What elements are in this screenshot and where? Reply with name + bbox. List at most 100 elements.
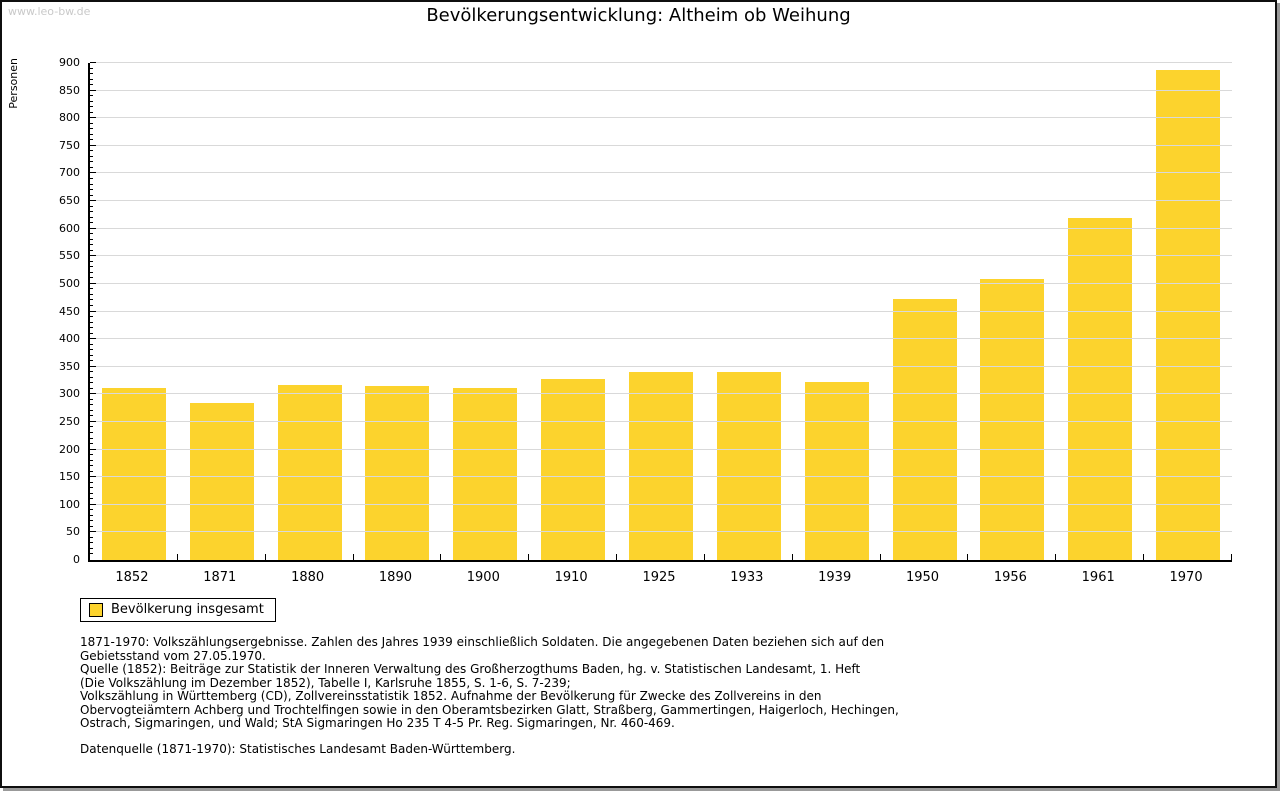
x-label-1871: 1871 (203, 570, 237, 585)
x-boundary-tick (967, 554, 968, 560)
y-minor-tick (90, 249, 93, 251)
y-minor-tick (90, 547, 93, 549)
watermark: www.leo-bw.de (8, 5, 91, 18)
gridline (90, 393, 1232, 395)
y-minor-tick (90, 233, 93, 235)
y-minor-tick (90, 205, 93, 207)
y-minor-tick (90, 371, 93, 373)
x-boundary-tick (353, 554, 354, 560)
y-minor-tick (90, 78, 93, 80)
gridline (90, 172, 1232, 174)
gridline (90, 117, 1232, 119)
x-boundary-tick (1231, 554, 1232, 560)
y-tick-label: 50 (66, 525, 80, 539)
y-tick-label: 300 (59, 387, 80, 401)
bar-cell (90, 63, 178, 560)
y-minor-tick (90, 244, 93, 246)
gridline (90, 255, 1232, 257)
gridline (90, 62, 1232, 63)
y-minor-tick (90, 536, 93, 538)
x-label-1852: 1852 (115, 570, 149, 585)
y-minor-tick (90, 177, 93, 179)
bar-1900[interactable] (453, 388, 518, 560)
x-boundary-tick (528, 554, 529, 560)
y-tick-label: 500 (59, 276, 80, 290)
x-axis-labels: 1852 1871 1880 1890 1900 1910 1925 1933 1939 1950… (88, 566, 1230, 585)
bar-cell (266, 63, 354, 560)
y-minor-tick (90, 189, 93, 191)
bar-1880[interactable] (277, 384, 342, 560)
y-minor-tick (90, 514, 93, 516)
y-minor-tick (90, 465, 93, 467)
x-boundary-tick (440, 554, 441, 560)
bar-1871[interactable] (189, 403, 254, 560)
y-minor-tick (90, 409, 93, 411)
y-minor-tick (90, 67, 93, 69)
y-tick-label: 150 (59, 470, 80, 484)
bar-1939[interactable] (804, 381, 869, 560)
y-minor-tick (90, 277, 93, 279)
bar-cell (968, 63, 1056, 560)
y-major-tick (90, 476, 96, 478)
x-boundary-tick (177, 554, 178, 560)
y-minor-tick (90, 194, 93, 196)
y-minor-tick (90, 183, 93, 185)
y-minor-tick (90, 454, 93, 456)
y-minor-tick (90, 349, 93, 351)
footer-sources: 1871-1970: Volkszählungsergebnisse. Zahl… (80, 635, 899, 730)
bar-1910[interactable] (541, 379, 606, 560)
y-minor-tick (90, 487, 93, 489)
x-label-1880: 1880 (291, 570, 325, 585)
bar-1961[interactable] (1068, 217, 1133, 560)
y-minor-tick (90, 128, 93, 130)
bar-cell (441, 63, 529, 560)
y-minor-tick (90, 211, 93, 213)
y-minor-tick (90, 437, 93, 439)
bar-1852[interactable] (101, 388, 166, 560)
y-minor-tick (90, 360, 93, 362)
y-minor-tick (90, 150, 93, 152)
y-minor-tick (90, 387, 93, 389)
bar-cell (881, 63, 969, 560)
gridline (90, 503, 1232, 505)
y-major-tick (90, 172, 96, 174)
x-boundary-tick (704, 554, 705, 560)
y-major-tick (90, 62, 96, 63)
y-tick-label: 850 (59, 83, 80, 97)
y-major-tick (90, 227, 96, 229)
x-label-1956: 1956 (993, 570, 1027, 585)
y-tick-label: 550 (59, 249, 80, 263)
y-major-tick (90, 89, 96, 91)
gridline (90, 144, 1232, 146)
bar-1933[interactable] (716, 371, 781, 560)
gridline (90, 227, 1232, 229)
y-minor-tick (90, 133, 93, 135)
gridline (90, 420, 1232, 422)
y-major-tick (90, 200, 96, 202)
y-tick-label: 100 (59, 497, 80, 511)
bar-1956[interactable] (980, 278, 1045, 560)
x-boundary-tick (1143, 554, 1144, 560)
bar-1925[interactable] (628, 371, 693, 560)
y-major-tick (90, 144, 96, 146)
y-tick-label: 750 (59, 138, 80, 152)
y-major-tick (90, 117, 96, 119)
gridline (90, 200, 1232, 202)
bar-1970[interactable] (1156, 69, 1221, 560)
y-major-tick (90, 338, 96, 340)
bar-1950[interactable] (892, 298, 957, 560)
y-minor-tick (90, 492, 93, 494)
y-minor-tick (90, 100, 93, 102)
gridline (90, 476, 1232, 478)
y-tick-label: 600 (59, 221, 80, 235)
page-title: Bevölkerungsentwicklung: Altheim ob Weih… (426, 5, 851, 26)
y-minor-tick (90, 343, 93, 345)
y-minor-tick (90, 354, 93, 356)
gridline (90, 365, 1232, 367)
x-label-1939: 1939 (818, 570, 852, 585)
y-minor-tick (90, 520, 93, 522)
bar-cell (1144, 63, 1232, 560)
y-tick-label: 900 (59, 56, 80, 69)
x-boundary-tick (880, 554, 881, 560)
bar-1890[interactable] (365, 386, 430, 560)
